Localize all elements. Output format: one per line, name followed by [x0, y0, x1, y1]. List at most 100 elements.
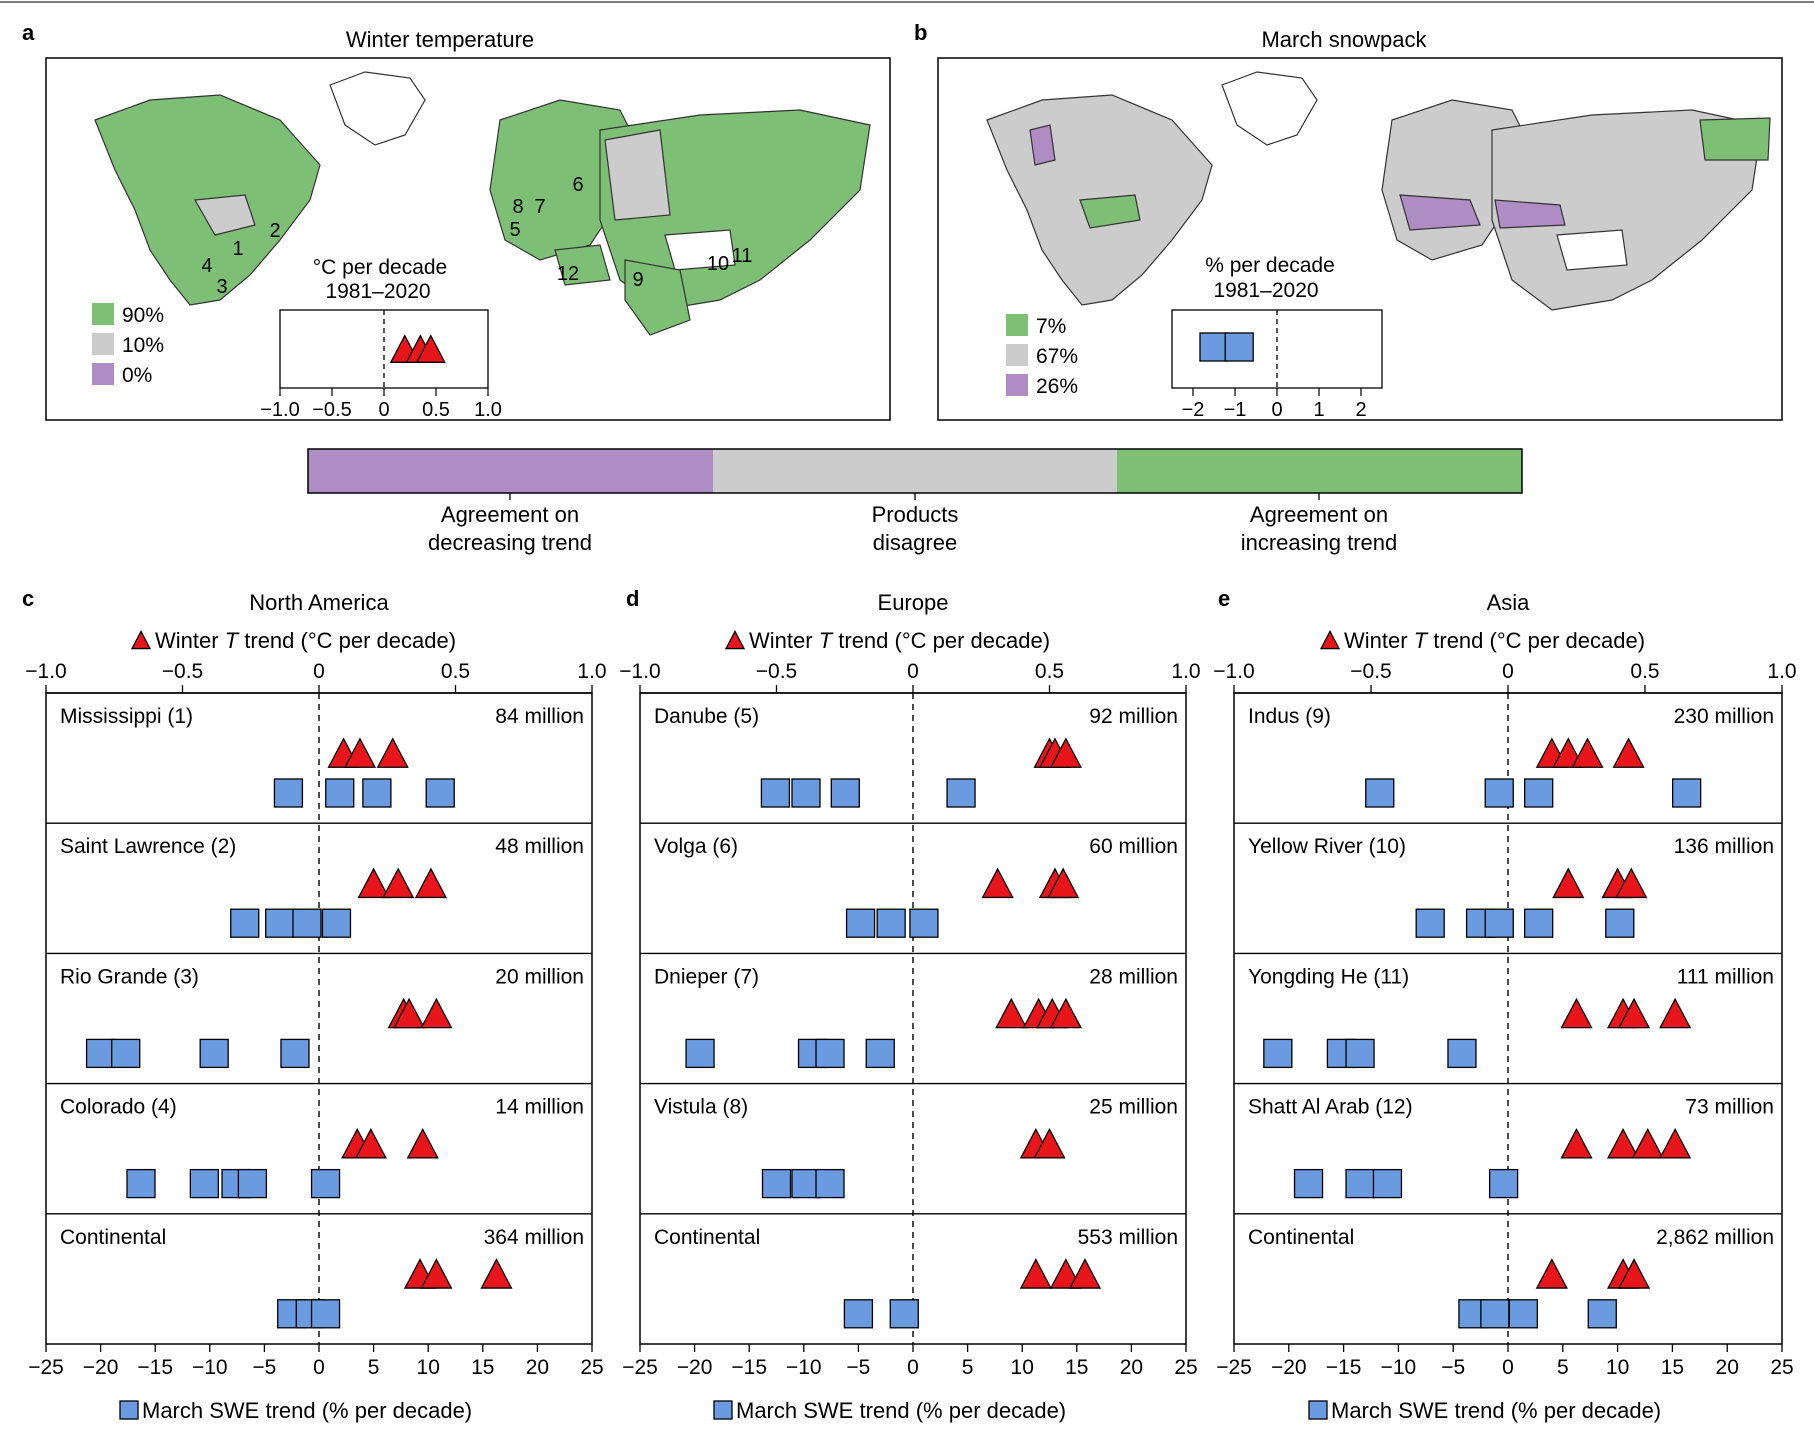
temperature-trend-marker	[406, 1127, 439, 1159]
bottom-axis-label: March SWE trend (% per decade)	[1331, 1398, 1661, 1423]
population-label: 25 million	[1089, 1096, 1178, 1119]
swe-trend-marker	[1671, 778, 1702, 808]
bottom-axis-tick-label: −5	[252, 1356, 276, 1379]
population-label: 230 million	[1674, 705, 1774, 728]
temperature-trend-marker	[1560, 1127, 1593, 1159]
map-panel-a: 1 2 3 4 5 6 7 8 9 10 11 12 90% 10% 0% °C…	[45, 57, 891, 421]
colorbar-label-decreasing-line2: decreasing trend	[428, 530, 592, 555]
colorbar-label-increasing-line2: increasing trend	[1241, 530, 1398, 555]
swe-trend-marker	[843, 1299, 874, 1329]
colorbar-label-disagree-line1: Products	[872, 502, 959, 527]
inset-tick-label: −0.5	[312, 399, 351, 421]
basin-name-label: Danube (5)	[654, 705, 759, 728]
legend-triangle-icon	[724, 630, 746, 650]
basin-label-11: 11	[732, 245, 753, 267]
bottom-axis-tick-label: 20	[526, 1356, 549, 1379]
temperature-trend-marker	[1659, 997, 1692, 1029]
legend-label-purple-b: 26%	[1036, 375, 1078, 398]
swe-trend-marker	[280, 1038, 310, 1069]
temperature-trend-marker	[1612, 737, 1645, 768]
top-axis-label: Winter T trend (°C per decade)	[749, 628, 1050, 653]
inset-markers-b	[1199, 332, 1254, 362]
bottom-axis-tick-label: 5	[368, 1356, 380, 1379]
swe-trend-marker	[85, 1038, 116, 1069]
asia-white-basin-b	[1556, 229, 1628, 271]
swe-trend-marker	[760, 778, 791, 808]
inset-ticks-b: −2 −1 0 1 2	[1182, 388, 1367, 421]
top-axis-label: Winter T trend (°C per decade)	[1344, 628, 1645, 653]
legend-swatch-purple-b	[1006, 374, 1028, 396]
asia-purple-basin-b	[1494, 199, 1566, 229]
colorbar-label-increasing-line1: Agreement on	[1250, 502, 1388, 527]
temperature-trend-marker	[1560, 997, 1593, 1029]
top-axis-tick-label: −0.5	[1350, 660, 1391, 683]
legend-triangle-icon	[1319, 630, 1341, 650]
legend-label-green-b: 7%	[1036, 315, 1066, 338]
bottom-axis-tick-label: −5	[846, 1356, 870, 1379]
basin-label-7: 7	[534, 196, 545, 218]
temperature-trend-marker	[1617, 1258, 1651, 1289]
top-axis-tick-label: −1.0	[619, 660, 660, 683]
basin-name-label: Mississippi (1)	[60, 705, 193, 728]
legend-swatch-purple-a	[92, 363, 114, 385]
swe-trend-marker	[685, 1038, 715, 1069]
swe-trend-marker	[292, 908, 322, 938]
swe-trend-marker	[362, 778, 392, 808]
basin-label-1: 1	[232, 238, 243, 260]
temperature-trend-marker	[357, 867, 390, 899]
legend-label-grey-b: 67%	[1036, 345, 1078, 368]
swe-trend-marker	[230, 908, 260, 938]
asia-grey-basin-south	[664, 229, 736, 271]
temperature-trend-marker	[1607, 1127, 1640, 1159]
inset-tick-label: 0	[378, 399, 389, 421]
temperature-trend-marker	[1617, 997, 1651, 1029]
population-label: 364 million	[484, 1226, 584, 1249]
europe-purple-basin-b	[1399, 194, 1481, 231]
temperature-trend-marker	[354, 1127, 387, 1159]
colorbar-segment-increasing	[1117, 449, 1522, 493]
panel-letter-e: e	[1218, 586, 1230, 611]
temperature-trend-marker	[1049, 997, 1082, 1029]
colorbar-segment-decreasing	[308, 449, 713, 493]
top-axis-tick-label: −1.0	[1213, 660, 1254, 683]
bottom-axis-tick-label: 15	[1065, 1356, 1088, 1379]
top-axis-tick-label: 0	[313, 660, 325, 683]
trend-panel-north-america: North America Winter T trend (°C per deca…	[25, 590, 606, 1423]
bottom-axis-tick-label: 10	[1011, 1356, 1034, 1379]
top-axis-label: Winter T trend (°C per decade)	[155, 628, 456, 653]
swe-trend-marker	[325, 778, 355, 808]
swe-trend-marker	[189, 1168, 219, 1199]
bottom-axis-tick-label: −10	[1381, 1356, 1417, 1379]
bottom-axis-tick-label: 0	[907, 1356, 919, 1379]
trend-panel-asia: Asia Winter T trend (°C per decade) −1.0 −0…	[1213, 590, 1796, 1423]
swe-trend-marker	[815, 1038, 845, 1069]
inset-tick-label: −2	[1182, 399, 1205, 421]
temperature-trend-marker	[995, 997, 1028, 1029]
panel-letter-a: a	[22, 20, 35, 45]
temperature-trend-marker	[1659, 1127, 1692, 1159]
south-asia-basin	[624, 259, 691, 336]
population-label: 48 million	[495, 835, 584, 858]
legend-square-icon	[713, 1400, 733, 1420]
swe-trend-marker	[1372, 1168, 1403, 1199]
legend-swatch-grey-b	[1006, 344, 1028, 366]
basin-label-5: 5	[509, 219, 520, 241]
temperature-trend-marker	[1068, 1258, 1102, 1289]
swe-trend-marker	[425, 778, 455, 808]
bottom-axis-tick-label: −25	[622, 1356, 658, 1379]
greenland-outline-b	[1221, 71, 1318, 146]
legend-label-green-a: 90%	[122, 304, 164, 327]
basin-label-8: 8	[512, 196, 523, 218]
basin-labels-a: 1 2 3 4 5 6 7 8 9 10 11 12	[201, 174, 752, 298]
swe-trend-marker	[889, 1299, 919, 1329]
bottom-axis-tick-label: 0	[1502, 1356, 1514, 1379]
swe-trend-marker	[1524, 778, 1554, 808]
swe-trend-marker	[1587, 1299, 1617, 1329]
temperature-trend-marker	[420, 1258, 453, 1289]
swe-trend-marker	[1365, 778, 1395, 808]
top-axis-tick-label: 1.0	[1171, 660, 1200, 683]
legend-triangle-icon	[130, 630, 152, 650]
swe-trend-marker	[1345, 1038, 1375, 1069]
bottom-axis-tick-label: 25	[1174, 1356, 1197, 1379]
inset-square-marker	[1224, 332, 1254, 362]
